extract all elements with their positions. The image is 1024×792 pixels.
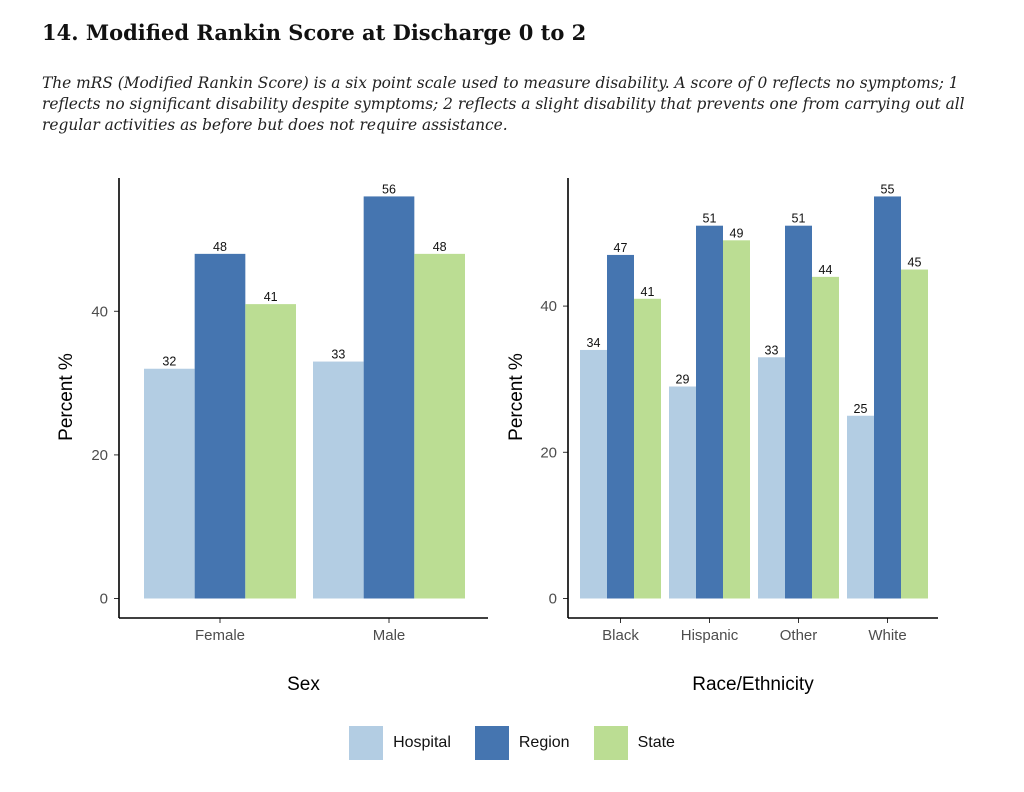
y-tick-label-20: 20 [91, 447, 108, 464]
bar-female-state [245, 304, 296, 599]
bar-label-female-state: 41 [264, 290, 278, 304]
bar-female-region [194, 253, 246, 599]
bar-female-hospital [144, 368, 195, 599]
bar-label-white-state: 45 [908, 256, 922, 270]
bar-male-region [363, 196, 415, 599]
y-tick-label-40: 40 [91, 303, 108, 320]
legend-item-hospital: Hospital [349, 726, 451, 760]
y-axis-title: Percent % [506, 353, 527, 441]
x-tick-label-female: Female [195, 627, 245, 644]
page-description: The mRS (Modified Rankin Score) is a six… [42, 74, 965, 134]
legend-swatch-hospital [349, 726, 384, 760]
bar-black-region [607, 254, 634, 599]
bar-male-state [414, 253, 465, 599]
legend-item-state: State [593, 726, 675, 760]
legend-swatch-state [593, 726, 628, 760]
bar-hispanic-state [723, 240, 750, 599]
x-axis-title: Race/Ethnicity [692, 674, 814, 695]
legend-label-hospital: Hospital [393, 734, 451, 751]
x-tick-label-male: Male [373, 627, 406, 644]
bar-other-hospital [758, 357, 785, 599]
bar-white-state [901, 269, 928, 599]
legend-label-state: State [637, 734, 675, 751]
bar-hispanic-hospital [669, 386, 696, 599]
bar-other-region [785, 225, 812, 599]
bar-label-black-region: 47 [614, 241, 628, 255]
bar-white-region [874, 196, 901, 599]
x-tick-label-black: Black [602, 627, 639, 644]
bar-male-hospital [313, 361, 364, 599]
bar-black-state [634, 298, 661, 599]
legend: Hospital Region State [0, 726, 1024, 760]
y-axis-title: Percent % [56, 353, 77, 441]
legend-swatch-region [474, 726, 509, 760]
bar-label-hispanic-state: 49 [730, 226, 744, 240]
page-title: 14. Modified Rankin Score at Discharge 0… [42, 20, 587, 45]
legend-item-region: Region [474, 726, 570, 760]
bar-label-other-state: 44 [819, 263, 833, 277]
bar-label-female-hospital: 32 [162, 355, 176, 369]
y-tick-label-0: 0 [549, 591, 557, 608]
bar-white-hospital [847, 415, 874, 599]
x-tick-label-hispanic: Hispanic [681, 627, 739, 644]
bar-label-hispanic-hospital: 29 [676, 373, 690, 387]
bar-label-male-hospital: 33 [331, 348, 345, 362]
bar-label-black-hospital: 34 [587, 336, 601, 350]
bar-label-female-region: 48 [213, 240, 227, 254]
bar-label-black-state: 41 [641, 285, 655, 299]
bar-label-male-region: 56 [382, 182, 396, 196]
y-tick-label-40: 40 [540, 298, 557, 315]
y-tick-label-0: 0 [100, 591, 108, 608]
bar-other-state [812, 276, 839, 599]
y-tick-label-20: 20 [540, 444, 557, 461]
x-tick-label-white: White [868, 627, 906, 644]
bar-hispanic-region [696, 225, 723, 599]
bar-label-white-region: 55 [881, 182, 895, 196]
x-axis-title: Sex [287, 674, 320, 695]
bar-black-hospital [580, 349, 607, 599]
bar-label-white-hospital: 25 [854, 402, 868, 416]
x-tick-label-other: Other [780, 627, 818, 644]
bar-label-male-state: 48 [433, 240, 447, 254]
bar-label-hispanic-region: 51 [703, 212, 717, 226]
bar-label-other-region: 51 [792, 212, 806, 226]
legend-label-region: Region [518, 734, 570, 751]
bar-label-other-hospital: 33 [765, 343, 779, 357]
